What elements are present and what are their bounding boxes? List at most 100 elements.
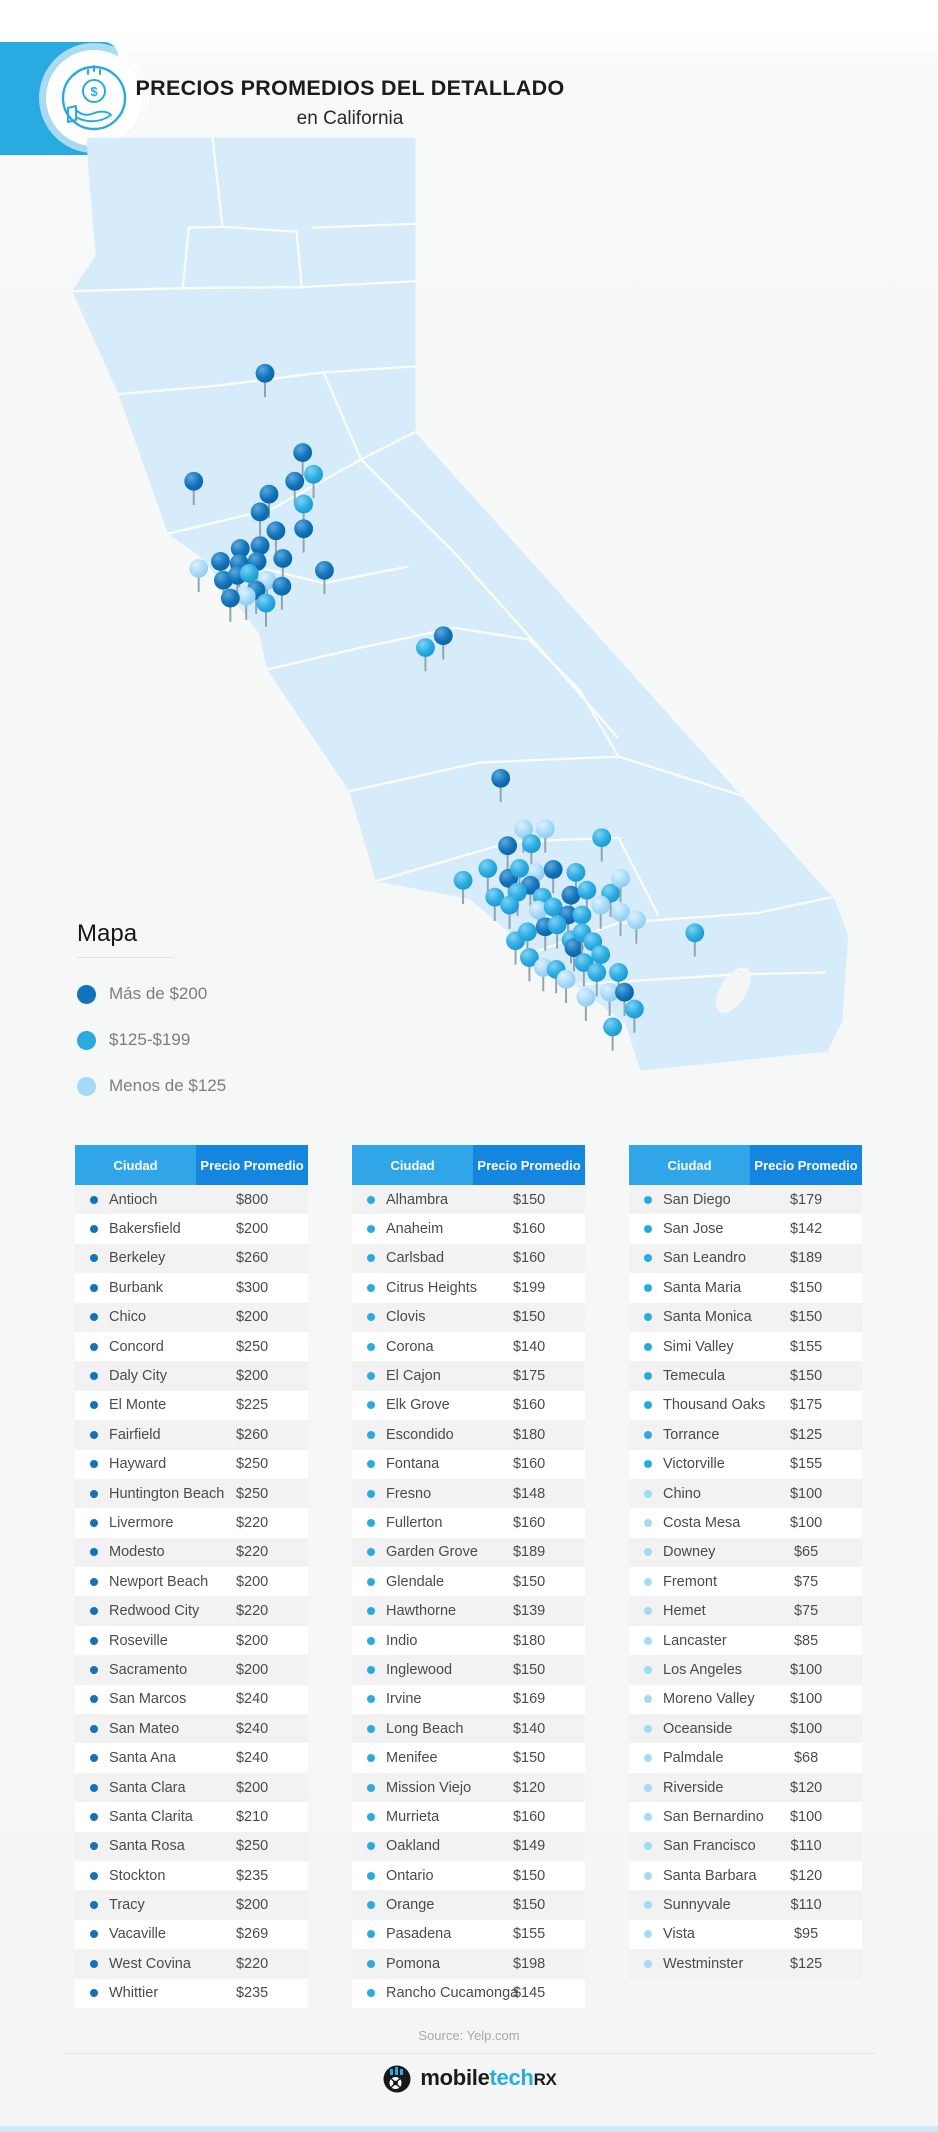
city-price: $220 [235,1514,269,1531]
city-price: $240 [235,1750,269,1767]
price-tier-dot [367,1842,375,1851]
table-row: Garden Grove $189 [352,1537,585,1568]
legend-item: Más de $200 [77,984,307,1004]
price-tier-dot [644,1665,652,1674]
city-price: $220 [235,1955,269,1972]
price-tier-dot [367,1195,375,1204]
city-price: $140 [512,1338,546,1355]
california-map [71,137,849,1071]
city-price: $150 [789,1279,823,1296]
price-tier-dot [90,1959,98,1968]
table-row: Oakland $149 [352,1831,585,1861]
city-price: $250 [235,1456,269,1473]
city-price: $180 [512,1426,546,1443]
city-price: $150 [789,1309,823,1326]
table-row: El Monte $225 [75,1391,308,1420]
city-name: Riverside [663,1779,724,1796]
city-name: Santa Clarita [109,1808,193,1825]
map-pin [543,860,563,894]
city-price: $110 [790,1838,822,1855]
map-pins [184,363,705,1051]
city-price: $210 [235,1808,269,1825]
city-name: Elk Grove [386,1397,450,1414]
city-name: West Covina [109,1955,191,1972]
price-tier-dot [644,1901,652,1910]
city-name: Santa Monica [663,1309,752,1326]
table-row: Daly City $200 [75,1361,308,1391]
city-name: Simi Valley [663,1338,734,1355]
city-name: Antioch [109,1191,158,1208]
map-pin [611,868,630,903]
city-price: $150 [512,1309,546,1326]
table-row: Los Angeles $100 [629,1655,862,1685]
legend-dot [77,984,96,1004]
price-tier-dot [90,1577,98,1586]
city-name: Carlsbad [386,1250,445,1267]
map-pin [250,502,270,536]
city-price: $85 [793,1632,819,1649]
price-tier-dot [367,1577,375,1586]
price-tier-dot [644,1871,652,1880]
price-tier-dot [90,1783,98,1792]
price-tier-dot [90,1636,98,1645]
table-row: Fullerton $160 [352,1508,585,1537]
city-price: $75 [793,1573,819,1590]
table-row: Burbank $300 [75,1273,308,1302]
city-name: Huntington Beach [109,1485,225,1502]
price-tier-dot [367,1313,375,1322]
table-row: Lancaster $85 [629,1626,862,1655]
column-header-city: Ciudad [629,1145,751,1185]
city-price: $220 [235,1603,269,1620]
city-name: Hemet [663,1603,706,1620]
price-tier-dot [367,1401,375,1410]
city-price: $250 [235,1485,269,1502]
table-row: Ontario $150 [352,1861,585,1890]
city-name: Moreno Valley [663,1691,755,1708]
legend-items: Más de $200 $125-$199 Menos de $125 [77,984,307,1096]
price-table-2: Ciudad Precio Promedio Alhambra $150 Anahe… [352,1145,585,2008]
price-tier-dot [367,1812,375,1821]
city-name: San Marcos [109,1691,187,1708]
city-name: Vista [663,1926,695,1943]
price-tier-dot [644,1754,652,1763]
price-tier-dot [367,1372,375,1381]
city-price: $100 [789,1808,823,1825]
table-header: Ciudad Precio Promedio [629,1145,862,1185]
salton-sea [715,967,751,1014]
price-tier-dot [90,1607,98,1616]
table-row: San Leandro $189 [629,1243,862,1274]
column-header-price: Precio Promedio [196,1145,308,1185]
city-name: Los Angeles [663,1661,743,1678]
price-tier-dot [367,1607,375,1616]
table-row: Whittier $235 [75,1979,308,2008]
table-row: San Jose $142 [629,1214,862,1243]
map-pin [500,895,520,929]
city-name: Anaheim [386,1221,444,1238]
table-row: Fairfield $260 [75,1420,308,1450]
city-name: El Cajon [386,1368,441,1385]
price-tier-dot [90,1871,98,1880]
city-name: Newport Beach [109,1573,209,1590]
bottom-accent-strip [0,2126,938,2132]
city-price: $148 [512,1485,546,1502]
table-row: Berkeley $260 [75,1243,308,1274]
city-name: Westminster [663,1955,744,1972]
table-row: San Mateo $240 [75,1714,308,1744]
price-tier-dot [367,1283,375,1292]
city-name: Inglewood [386,1661,453,1678]
price-tier-dot [90,1313,98,1322]
price-tier-dot [90,1342,98,1351]
page-title: PRECIOS PROMEDIOS DEL DETALLADO [135,76,565,100]
city-price: $139 [512,1603,546,1620]
city-price: $200 [235,1779,269,1796]
map-pin [272,576,292,610]
column-header-city: Ciudad [352,1145,474,1185]
column-header-price: Precio Promedio [473,1145,585,1185]
map-pin [189,558,209,593]
price-tier-dot [644,1724,652,1733]
hand-holding-dollar-icon: $ [46,50,142,146]
table-row: Fresno $148 [352,1478,585,1509]
city-price: $160 [512,1397,546,1414]
map-pin [266,521,286,555]
map-pin [624,999,644,1033]
